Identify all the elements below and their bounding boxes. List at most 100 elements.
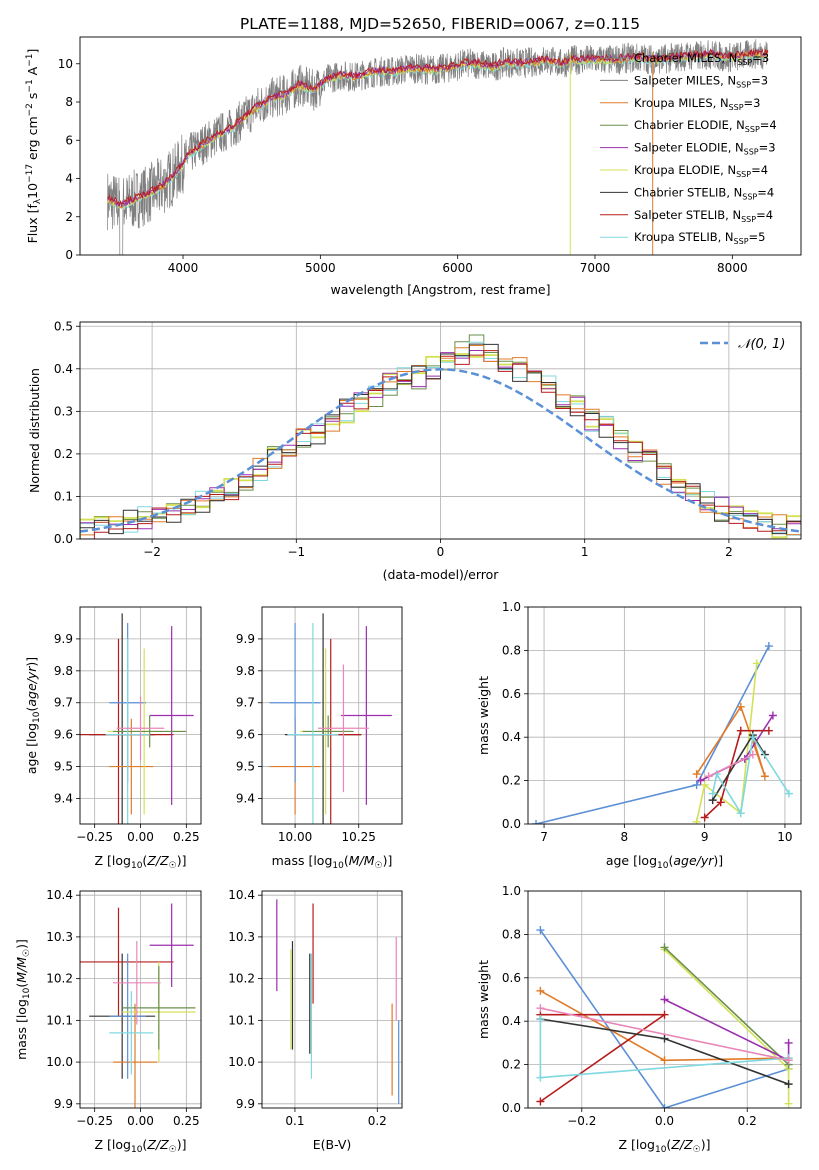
x-axis-label-part: ( xyxy=(142,1137,147,1152)
y-tick-label: 10.4 xyxy=(46,888,73,902)
x-axis-label: Z [log10(Z/Z☉)] xyxy=(619,1137,711,1155)
y-tick-label: 9.9 xyxy=(236,632,255,646)
weight-line xyxy=(708,753,754,778)
weight-marker xyxy=(660,1010,669,1019)
y-tick-label: 0.1 xyxy=(54,489,73,503)
y-axis-label-part: age [log xyxy=(24,723,39,774)
x-tick-label: 0.00 xyxy=(127,1114,154,1128)
page-title: PLATE=1188, MJD=52650, FIBERID=0067, z=0… xyxy=(240,15,640,33)
chart-5: −0.25 0.00 0.25 9.9 10.0 10.1 10.2 10.3 10.4 Z [l… xyxy=(14,888,202,1155)
y-tick-label: 10.2 xyxy=(46,972,73,986)
y-tick-label: 0.6 xyxy=(502,971,521,985)
x-axis-label-part: Z/Z xyxy=(146,853,169,868)
weight-marker xyxy=(704,772,713,781)
y-tick-label: 0.4 xyxy=(502,730,521,744)
y-tick-label: 0.8 xyxy=(502,927,521,941)
weight-line xyxy=(663,949,790,1104)
gaussian-curve xyxy=(80,368,801,533)
x-axis-label-part: Z/Z xyxy=(670,1137,693,1152)
y-axis-label-part: mass [log xyxy=(14,999,29,1060)
weight-marker xyxy=(764,642,773,651)
x-axis-label-part: ( xyxy=(344,853,349,868)
legend-text: Kroupa STELIB, N xyxy=(634,230,734,244)
y-tick-label: 1.0 xyxy=(502,600,521,614)
x-tick-label: 0 xyxy=(437,545,445,559)
x-tick-label: −0.25 xyxy=(76,830,113,844)
weight-marker xyxy=(692,770,701,779)
legend-text: =4 xyxy=(757,185,774,199)
y-axis-label-part: −1 xyxy=(25,79,35,92)
y-axis-label-part: Normed distribution xyxy=(27,368,42,493)
legend-sub: SSP xyxy=(737,58,752,67)
weight-marker xyxy=(700,813,709,822)
weight-marker xyxy=(760,772,769,781)
y-axis-label-part: −2 xyxy=(25,103,35,116)
x-axis-label-part: ☉ xyxy=(375,861,383,871)
weight-marker xyxy=(536,986,545,995)
legend-label: Salpeter STELIB, NSSP=4 xyxy=(634,208,773,224)
x-axis-label: Z [log10(Z/Z☉)] xyxy=(95,1137,187,1155)
model-spectrum xyxy=(107,51,768,210)
weight-marker xyxy=(736,726,745,735)
y-tick-label: 6 xyxy=(65,133,73,147)
axes-frame xyxy=(527,606,802,825)
plot-area xyxy=(80,891,201,1108)
legend-text: =3 xyxy=(752,51,769,65)
axes-frame xyxy=(79,890,202,1109)
x-tick-label: 0.25 xyxy=(173,830,200,844)
y-axis-label: age [log10(age/yr)] xyxy=(24,657,42,774)
x-axis-label: (data-model)/error xyxy=(383,567,500,582)
legend-label: Salpeter MILES, NSSP=3 xyxy=(634,73,768,89)
x-axis-label-part: Z [log xyxy=(95,853,131,868)
x-axis-label-part: (data-model)/error xyxy=(383,567,500,582)
y-tick-label: 8 xyxy=(65,95,73,109)
legend-sub: SSP xyxy=(744,148,759,157)
legend-label: 𝒩(0, 1) xyxy=(738,337,785,352)
legend-text: =4 xyxy=(760,118,777,132)
y-tick-label: 9.4 xyxy=(236,791,255,805)
weight-marker xyxy=(532,820,541,824)
weight-marker xyxy=(660,943,669,952)
x-tick-label: 4000 xyxy=(168,261,199,275)
weight-marker xyxy=(784,1056,793,1065)
weight-marker xyxy=(752,659,761,668)
y-axis-label: Normed distribution xyxy=(27,368,42,493)
x-tick-label: 0.2 xyxy=(738,1114,757,1128)
x-axis-label-part: 10 xyxy=(332,861,344,871)
y-axis-label-part: erg cm xyxy=(25,116,40,164)
legend-sub: SSP xyxy=(741,215,756,224)
plot-area xyxy=(80,607,201,824)
weight-line xyxy=(539,1013,668,1103)
weight-marker xyxy=(700,780,709,789)
y-axis-label-part: 10 xyxy=(22,987,32,999)
weight-marker xyxy=(784,789,793,798)
y-tick-label: 10.1 xyxy=(228,1013,255,1027)
weight-marker xyxy=(748,750,757,759)
weight-marker xyxy=(708,789,717,798)
y-tick-label: 0.8 xyxy=(502,643,521,657)
y-tick-label: 10 xyxy=(58,57,73,71)
chart-7: −0.2 0.0 0.2 0.0 0.2 0.4 0.6 0.8 1.0 Z [log10(Z/Z… xyxy=(476,884,802,1155)
x-axis-label-part: Z [log xyxy=(95,1137,131,1152)
weight-marker xyxy=(784,1099,793,1108)
x-tick-label: 10 xyxy=(777,830,792,844)
legend-sub: SSP xyxy=(742,192,757,201)
chart-3: 10.00 10.25 9.4 9.5 9.6 9.7 9.8 9.9 mass [log10(… xyxy=(236,606,403,871)
x-axis-label-part: ☉ xyxy=(693,1145,701,1155)
y-tick-label: 0.2 xyxy=(502,1058,521,1072)
x-axis-label: wavelength [Angstrom, rest frame] xyxy=(330,282,550,297)
y-axis-label-part: mass weight xyxy=(476,960,491,1039)
y-axis-label-part: λ xyxy=(33,198,43,204)
y-tick-label: 9.8 xyxy=(54,664,73,678)
histogram-series xyxy=(80,343,801,539)
x-tick-label: 10.00 xyxy=(278,830,312,844)
x-axis-label-part: 10 xyxy=(131,861,143,871)
y-tick-label: 0 xyxy=(65,248,73,262)
weight-marker xyxy=(536,1015,545,1024)
y-tick-label: 9.9 xyxy=(236,1097,255,1111)
chart-2: −0.25 0.00 0.259.49.59.69.79.89.9Z [log10(… xyxy=(24,606,202,871)
x-tick-label: −0.2 xyxy=(567,1114,596,1128)
plot-area xyxy=(262,891,402,1108)
x-tick-label: 1 xyxy=(581,545,589,559)
